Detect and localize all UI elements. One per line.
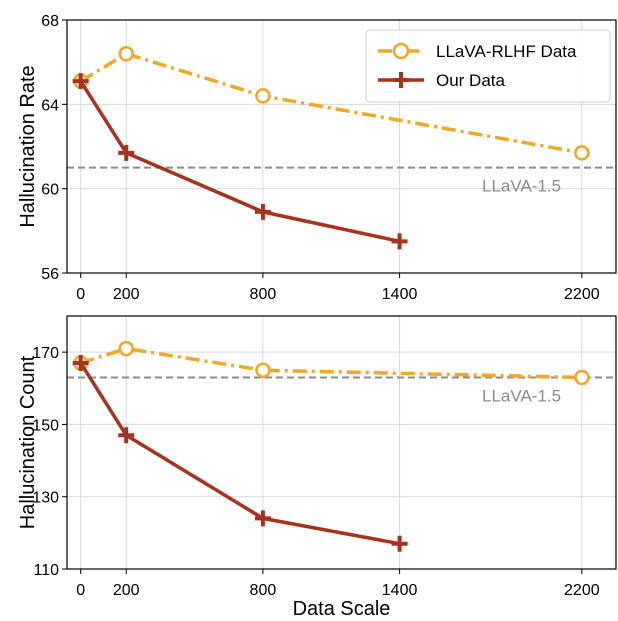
x-tick-label: 1400 bbox=[382, 582, 418, 599]
rlhf-series-line bbox=[79, 51, 583, 155]
y-tick-label: 110 bbox=[33, 562, 59, 579]
ours-data-point bbox=[391, 535, 408, 552]
x-tick-label: 2200 bbox=[564, 582, 600, 599]
x-tick-label: 800 bbox=[250, 582, 277, 599]
y-tick-label: 64 bbox=[41, 97, 59, 114]
series-group bbox=[72, 340, 590, 552]
ours-data-point bbox=[391, 233, 408, 250]
y-axis-label: Hallucination Count bbox=[17, 355, 39, 529]
plot-frame bbox=[66, 315, 617, 570]
legend-rlhf-label: LLaVA-RLHF Data bbox=[436, 42, 577, 61]
x-tick-label: 2200 bbox=[564, 286, 600, 303]
legend-rlhf-marker bbox=[392, 42, 410, 60]
legend-box bbox=[365, 29, 611, 103]
series-group bbox=[72, 45, 590, 250]
y-tick-label: 60 bbox=[41, 182, 59, 199]
legend: LLaVA-RLHF Data Our Data bbox=[365, 29, 611, 103]
y-tick-label: 170 bbox=[32, 345, 59, 362]
x-tick-label: 800 bbox=[250, 286, 277, 303]
reference-label: LLaVA-1.5 bbox=[482, 386, 561, 405]
x-tick-label: 200 bbox=[113, 582, 140, 599]
x-tick-label: 1400 bbox=[382, 286, 418, 303]
y-tick-label: 68 bbox=[41, 13, 59, 30]
ours-series-line bbox=[79, 362, 400, 546]
y-tick-label: 56 bbox=[41, 266, 59, 283]
grid-lines bbox=[67, 316, 616, 570]
reference-label: LLaVA-1.5 bbox=[482, 177, 561, 196]
x-tick-label: 200 bbox=[113, 286, 140, 303]
ours-data-point bbox=[118, 427, 135, 444]
y-tick-labels: 110 130 150 170 bbox=[32, 345, 67, 579]
x-tick-labels: 0 200 800 1400 2200 bbox=[76, 273, 600, 303]
x-tick-labels: 0 200 800 1400 2200 bbox=[76, 569, 600, 599]
ours-data-point bbox=[254, 203, 271, 220]
x-tick-label: 0 bbox=[76, 286, 85, 303]
legend-ours-label: Our Data bbox=[436, 71, 506, 90]
rlhf-data-point bbox=[574, 369, 590, 386]
ours-data-point bbox=[254, 510, 271, 527]
rlhf-series-line bbox=[80, 346, 582, 380]
y-tick-labels: 56 60 64 68 bbox=[41, 13, 67, 283]
x-tick-label: 0 bbox=[76, 582, 85, 599]
ours-data-point bbox=[72, 354, 89, 371]
hallucination-rate-chart: LLaVA-1.5 0 200 800 1400 2200 56 60 64 68 Hallu… bbox=[17, 13, 617, 303]
rlhf-data-point bbox=[255, 362, 271, 378]
y-axis-label: Hallucination Rate bbox=[17, 65, 39, 227]
ours-data-point bbox=[118, 144, 135, 161]
x-axis-label: Data Scale bbox=[293, 598, 391, 620]
ours-data-point bbox=[72, 73, 89, 90]
rlhf-data-point bbox=[255, 88, 271, 104]
y-tick-label: 150 bbox=[32, 417, 59, 434]
rlhf-data-point bbox=[574, 145, 590, 161]
plot-frame bbox=[66, 19, 617, 274]
hallucination-count-chart: LLaVA-1.5 0 200 800 1400 2200 110 130 150 170 H… bbox=[17, 315, 617, 620]
rlhf-data-point bbox=[118, 45, 134, 62]
ours-series-line bbox=[79, 80, 400, 244]
y-tick-label: 130 bbox=[32, 490, 59, 507]
rlhf-data-point bbox=[118, 340, 134, 357]
legend-ours-marker bbox=[393, 72, 409, 88]
